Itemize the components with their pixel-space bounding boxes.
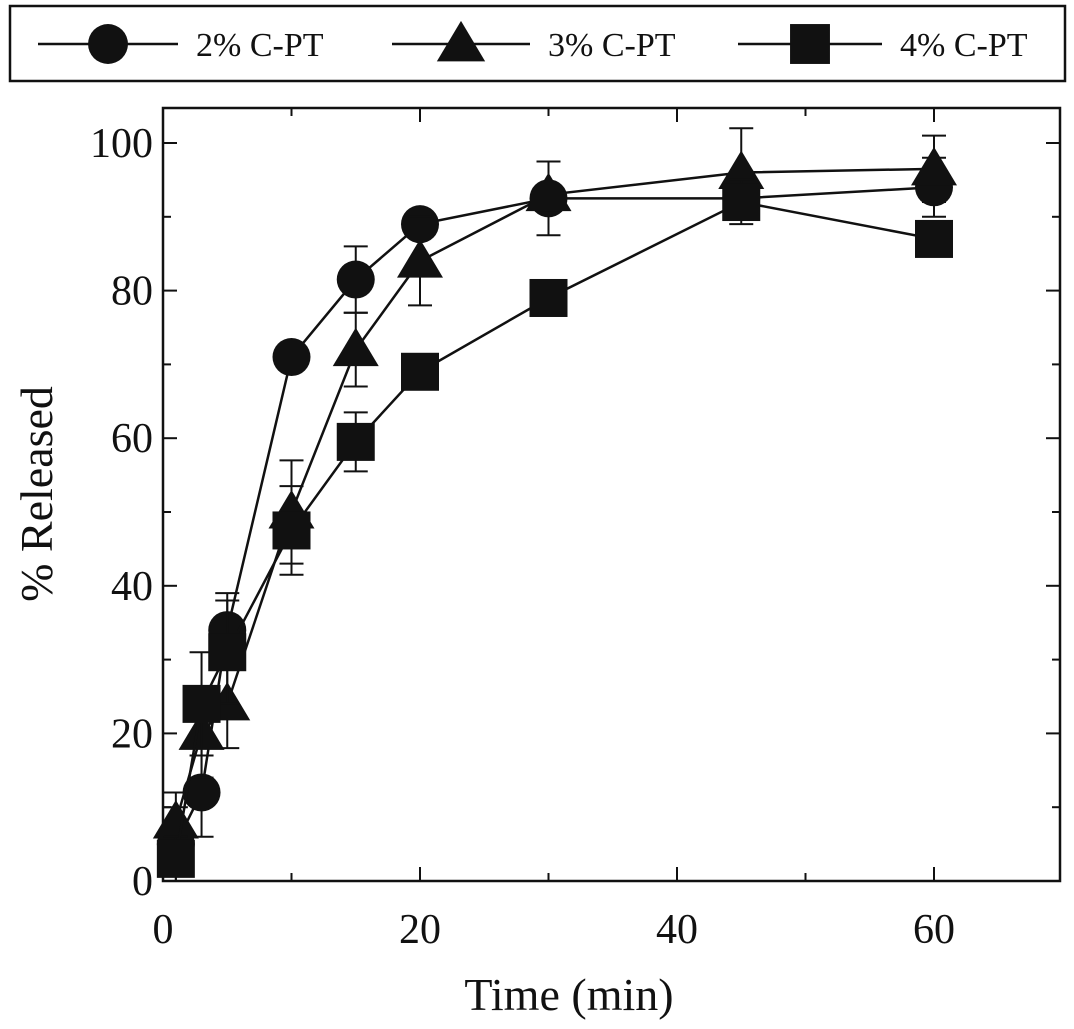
- data-point-square: [182, 684, 221, 723]
- data-point-square: [208, 633, 247, 672]
- data-point-square: [529, 278, 568, 317]
- y-tick-label: 60: [111, 416, 153, 462]
- y-tick-label: 100: [90, 121, 153, 167]
- x-tick-label: 60: [913, 907, 955, 953]
- x-tick-label: 20: [399, 907, 441, 953]
- data-point-triangle: [332, 327, 379, 367]
- data-point-square: [722, 183, 761, 222]
- plot-frame: [161, 106, 1062, 883]
- data-point-triangle: [397, 239, 443, 278]
- data-point-circle: [336, 260, 375, 299]
- legend-entry: 4% C-PT: [738, 24, 1028, 64]
- series-3-c-pt: [152, 127, 957, 853]
- legend-marker-circle: [88, 24, 128, 64]
- data-point-square: [401, 352, 439, 391]
- y-tick-label: 20: [111, 711, 153, 757]
- legend-label: 4% C-PT: [900, 27, 1028, 64]
- data-point-square: [272, 511, 311, 550]
- legend-entry: 2% C-PT: [38, 24, 324, 64]
- data-point-square: [915, 219, 953, 258]
- data-point-square: [336, 422, 375, 461]
- data-point-triangle: [525, 172, 572, 212]
- data-point-triangle: [152, 799, 199, 839]
- series-4-c-pt: [156, 178, 953, 882]
- y-tick-label: 40: [111, 564, 153, 610]
- legend-label: 3% C-PT: [548, 27, 676, 64]
- data-point-circle: [272, 338, 311, 377]
- data-point-circle: [182, 773, 221, 812]
- legend-frame: [8, 4, 1067, 83]
- x-tick-label: 0: [153, 907, 174, 953]
- legend-marker-square: [790, 24, 830, 64]
- y-tick-label: 80: [111, 269, 153, 315]
- x-axis-label: Time (min): [464, 969, 673, 1020]
- axis-ticks: 0 20 40 60 0 20 40 60 80 100: [90, 108, 1060, 953]
- x-tick-label: 40: [656, 907, 698, 953]
- y-tick-label: 0: [132, 859, 153, 905]
- y-axis-label: % Released: [11, 386, 62, 602]
- legend-entry: 3% C-PT: [392, 20, 676, 64]
- legend-marker-triangle: [436, 20, 486, 62]
- data-point-triangle: [911, 146, 957, 186]
- legend: 2% C-PT 3% C-PT 4% C-PT: [8, 4, 1067, 83]
- legend-label: 2% C-PT: [196, 27, 324, 64]
- plot-area: [152, 127, 957, 882]
